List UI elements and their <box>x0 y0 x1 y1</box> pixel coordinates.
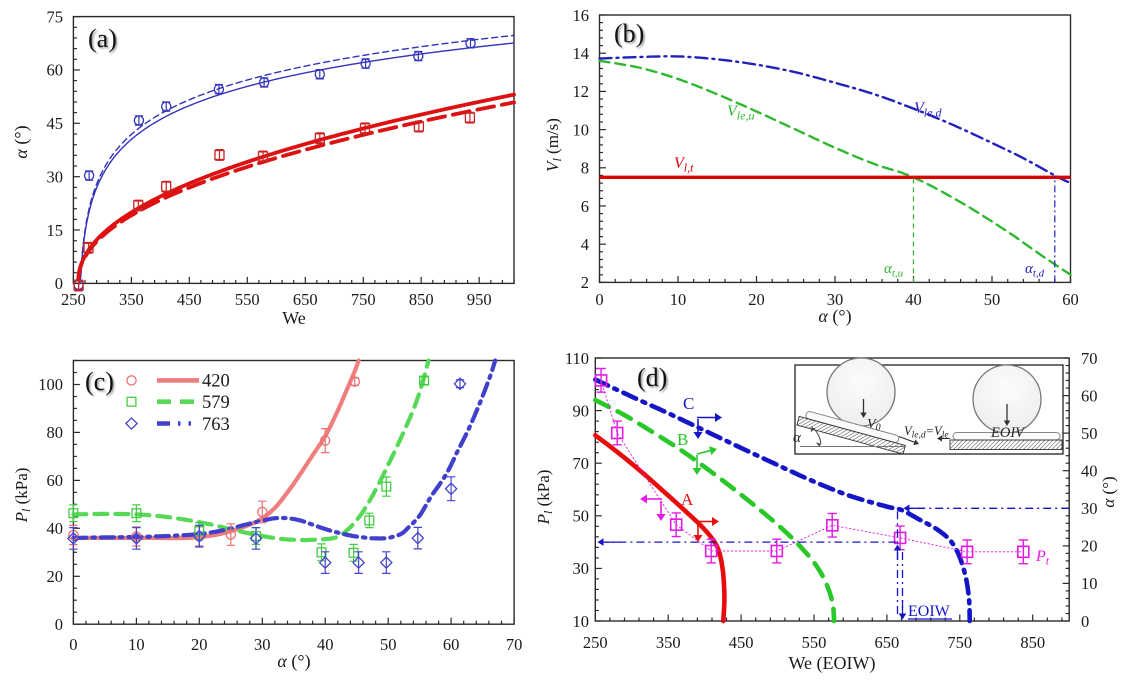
svg-text:We: We <box>282 308 306 328</box>
svg-text:70: 70 <box>1081 349 1098 368</box>
svg-text:20: 20 <box>191 635 208 654</box>
svg-text:10: 10 <box>128 635 145 654</box>
svg-text:70: 70 <box>573 454 590 473</box>
svg-text:90: 90 <box>573 401 590 420</box>
svg-text:14: 14 <box>573 44 590 63</box>
svg-text:250: 250 <box>61 290 86 309</box>
svg-text:α (°): α (°) <box>11 125 32 158</box>
svg-text:350: 350 <box>656 633 681 652</box>
svg-text:α: α <box>793 430 802 446</box>
svg-text:70: 70 <box>506 635 523 654</box>
svg-text:20: 20 <box>748 290 765 309</box>
svg-text:(b): (b) <box>614 19 644 48</box>
svg-text:0: 0 <box>55 615 63 634</box>
svg-text:20: 20 <box>47 567 64 586</box>
svg-text:30: 30 <box>254 635 271 654</box>
svg-text:4: 4 <box>581 235 589 254</box>
svg-text:450: 450 <box>177 290 202 309</box>
svg-text:420: 420 <box>202 372 230 392</box>
svg-text:40: 40 <box>317 635 334 654</box>
svg-text:60: 60 <box>47 471 64 490</box>
svg-text:0: 0 <box>1081 612 1089 631</box>
svg-text:Vl,t: Vl,t <box>674 155 694 175</box>
svg-text:75: 75 <box>47 7 64 26</box>
svg-text:750: 750 <box>947 633 972 652</box>
svg-text:60: 60 <box>1081 386 1098 405</box>
svg-text:We (EOIW): We (EOIW) <box>788 653 875 674</box>
svg-text:50: 50 <box>573 507 590 526</box>
svg-text:8: 8 <box>581 159 589 178</box>
svg-text:(c): (c) <box>85 367 114 396</box>
svg-text:110: 110 <box>565 349 589 368</box>
svg-text:0: 0 <box>595 290 603 309</box>
svg-text:650: 650 <box>875 633 900 652</box>
svg-text:0: 0 <box>55 274 63 293</box>
svg-text:Pl (kPa): Pl (kPa) <box>534 470 555 526</box>
svg-text:(a): (a) <box>88 24 117 53</box>
svg-text:30: 30 <box>827 290 844 309</box>
svg-text:Pl (kPa): Pl (kPa) <box>12 468 33 524</box>
svg-text:15: 15 <box>47 221 64 240</box>
svg-text:B: B <box>677 430 688 449</box>
svg-text:16: 16 <box>573 6 590 25</box>
svg-text:10: 10 <box>1081 574 1098 593</box>
svg-text:250: 250 <box>583 633 608 652</box>
svg-text:45: 45 <box>47 114 64 133</box>
svg-text:30: 30 <box>47 168 64 187</box>
svg-text:80: 80 <box>47 423 64 442</box>
svg-text:550: 550 <box>235 290 260 309</box>
svg-text:40: 40 <box>905 290 922 309</box>
svg-text:50: 50 <box>380 635 397 654</box>
svg-text:α (°): α (°) <box>818 306 851 327</box>
svg-text:850: 850 <box>409 290 434 309</box>
svg-text:650: 650 <box>293 290 318 309</box>
svg-text:α (°): α (°) <box>277 651 310 672</box>
svg-text:αt,d: αt,d <box>1025 261 1045 280</box>
svg-text:450: 450 <box>729 633 754 652</box>
svg-text:60: 60 <box>1062 290 1079 309</box>
svg-text:A: A <box>681 490 694 509</box>
svg-text:α (°): α (°) <box>1099 476 1118 507</box>
svg-text:αt,u: αt,u <box>884 261 904 280</box>
svg-text:2: 2 <box>581 273 589 292</box>
svg-text:350: 350 <box>119 290 144 309</box>
svg-text:Vl (m/s): Vl (m/s) <box>543 118 564 172</box>
svg-text:763: 763 <box>202 415 230 435</box>
svg-text:Pt: Pt <box>1035 548 1050 568</box>
svg-text:60: 60 <box>443 635 460 654</box>
svg-text:10: 10 <box>573 612 590 631</box>
svg-text:850: 850 <box>1020 633 1045 652</box>
svg-text:12: 12 <box>573 82 590 101</box>
svg-text:20: 20 <box>1081 537 1098 556</box>
svg-text:60: 60 <box>47 61 64 80</box>
svg-text:579: 579 <box>202 393 230 413</box>
svg-text:(d): (d) <box>637 363 667 392</box>
svg-text:C: C <box>683 394 694 413</box>
svg-text:Vle,u: Vle,u <box>727 103 754 123</box>
svg-text:50: 50 <box>984 290 1001 309</box>
svg-text:50: 50 <box>1081 424 1098 443</box>
svg-text:0: 0 <box>69 635 77 654</box>
svg-text:750: 750 <box>351 290 376 309</box>
svg-text:Vle,d: Vle,d <box>914 100 942 120</box>
svg-text:40: 40 <box>47 519 64 538</box>
svg-text:30: 30 <box>573 559 590 578</box>
svg-text:EOIV: EOIV <box>990 425 1026 441</box>
svg-text:100: 100 <box>38 375 63 394</box>
svg-text:30: 30 <box>1081 499 1098 518</box>
svg-text:6: 6 <box>581 197 589 216</box>
svg-text:10: 10 <box>670 290 687 309</box>
svg-text:550: 550 <box>802 633 827 652</box>
svg-text:10: 10 <box>573 120 590 139</box>
svg-text:EOIW: EOIW <box>908 603 951 620</box>
svg-text:950: 950 <box>467 290 492 309</box>
svg-text:40: 40 <box>1081 462 1098 481</box>
